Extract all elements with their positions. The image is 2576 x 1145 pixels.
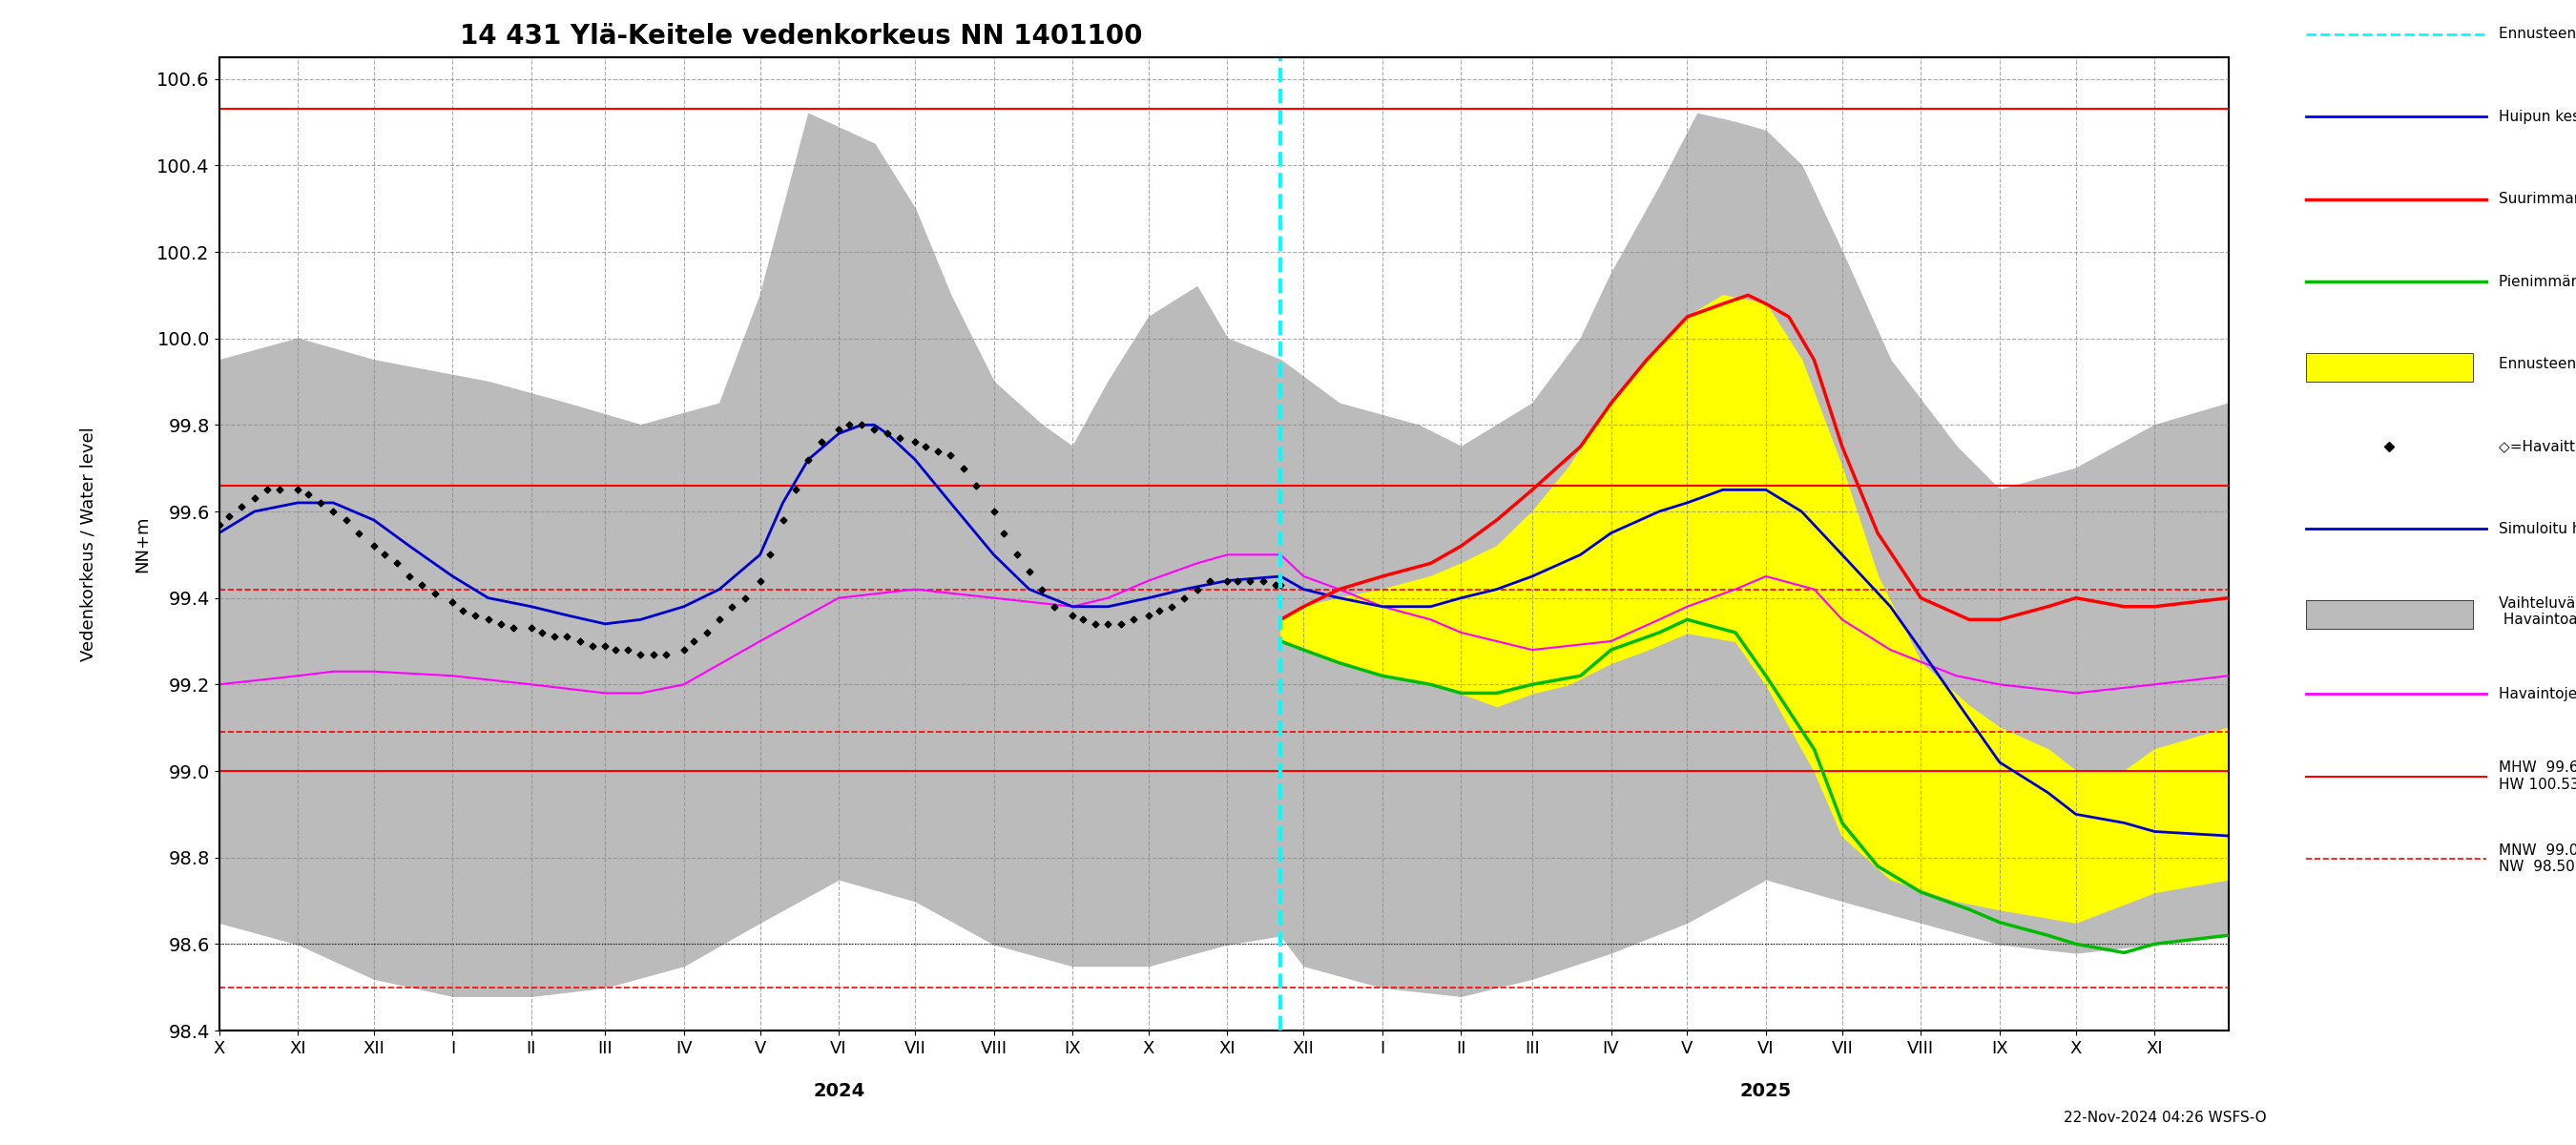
Text: MNW  99.02 HNW  99.42
NW  98.50 m 20.04.1916: MNW 99.02 HNW 99.42 NW 98.50 m 20.04.191… <box>2499 843 2576 875</box>
Text: 2024: 2024 <box>814 1082 866 1100</box>
Text: 14 431 Ylä-Keitele vedenkorkeus NN 1401100: 14 431 Ylä-Keitele vedenkorkeus NN 14011… <box>461 23 1144 49</box>
Text: Ennusteen alku: Ennusteen alku <box>2499 27 2576 41</box>
Text: Vaihteluväli 1886-2023
 Havaintoasema 1401100: Vaihteluväli 1886-2023 Havaintoasema 140… <box>2499 595 2576 627</box>
Text: Ennusteen vaihteluväli: Ennusteen vaihteluväli <box>2499 357 2576 371</box>
Text: Suurimman huipun ennuste: Suurimman huipun ennuste <box>2499 192 2576 206</box>
Text: NN+m: NN+m <box>134 515 152 572</box>
Text: Simuloitu historia: Simuloitu historia <box>2499 522 2576 536</box>
Text: ◇=Havaittu 1401100: ◇=Havaittu 1401100 <box>2499 440 2576 453</box>
Text: 22-Nov-2024 04:26 WSFS-O: 22-Nov-2024 04:26 WSFS-O <box>2063 1111 2267 1124</box>
Text: Huipun keskiennuste: Huipun keskiennuste <box>2499 110 2576 124</box>
Text: 2025: 2025 <box>1739 1082 1793 1100</box>
Text: Havaintojen mediaani: Havaintojen mediaani <box>2499 687 2576 701</box>
Text: Pienimmän huipun ennuste: Pienimmän huipun ennuste <box>2499 275 2576 289</box>
Text: Vedenkorkeus / Water level: Vedenkorkeus / Water level <box>80 427 98 661</box>
Text: MHW  99.66 NHW  99.09
HW 100.53 m 06.06.1899: MHW 99.66 NHW 99.09 HW 100.53 m 06.06.18… <box>2499 760 2576 791</box>
